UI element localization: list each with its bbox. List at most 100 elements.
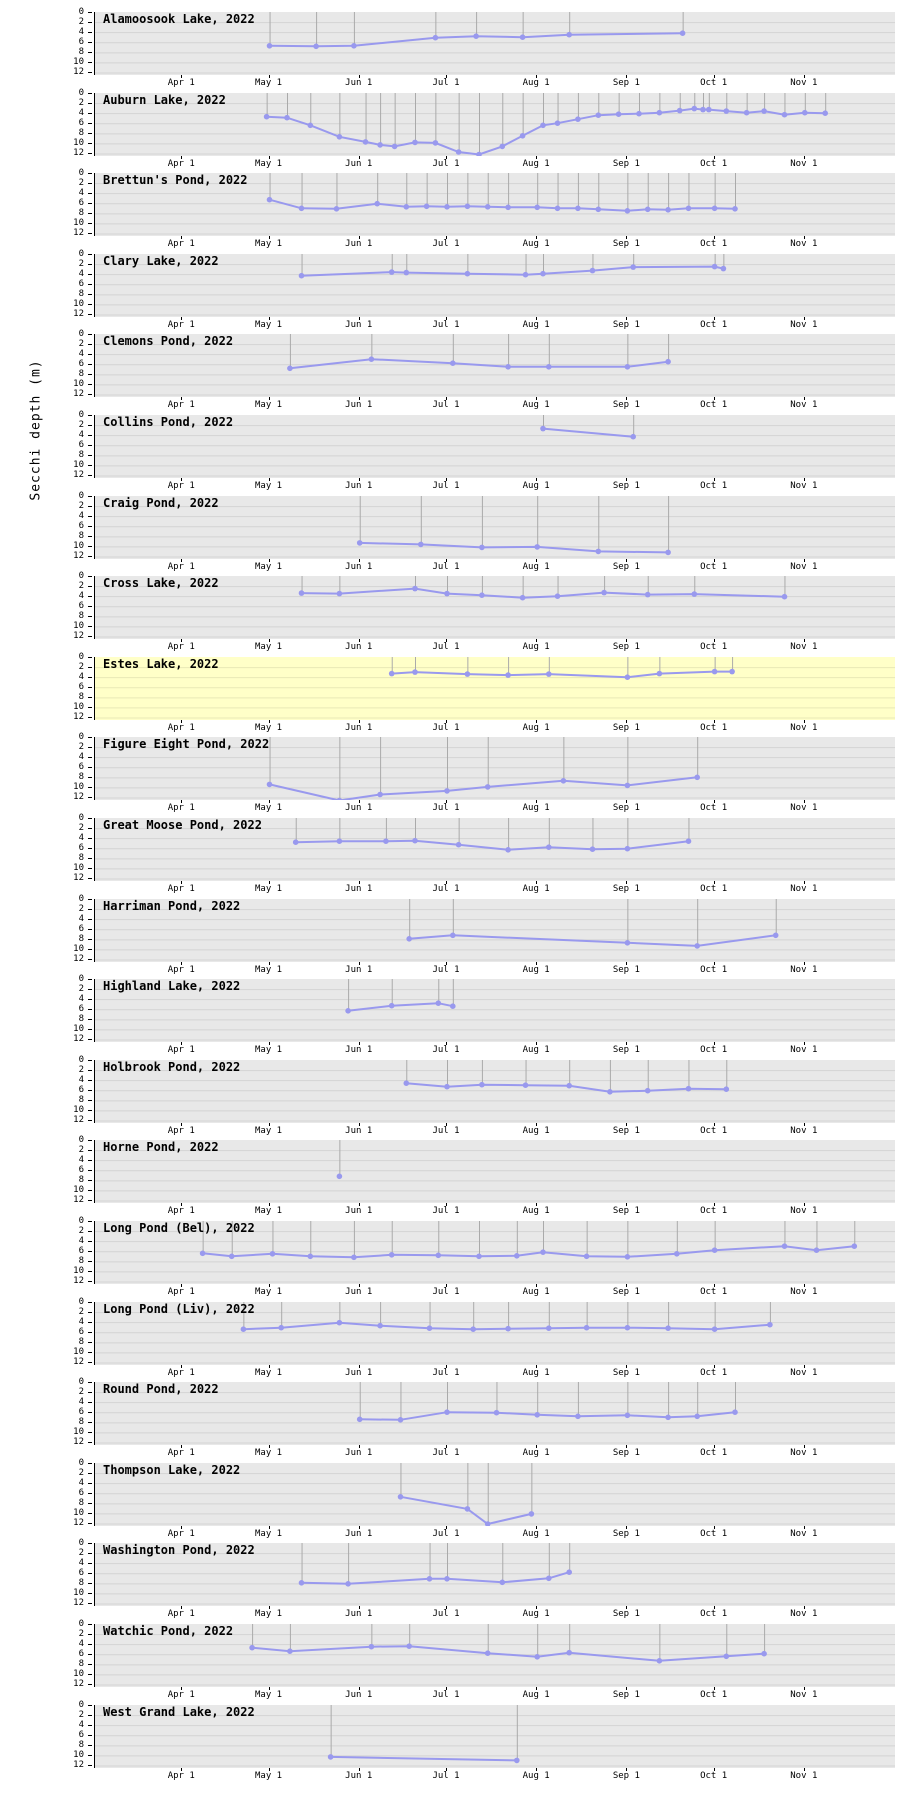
y-tick-mark (88, 475, 92, 477)
x-tick-mark (446, 236, 447, 239)
data-point (455, 149, 462, 155)
data-point (540, 270, 546, 277)
y-tick-mark (88, 113, 92, 115)
y-tick-mark (88, 415, 92, 416)
x-tick-label: Oct 1 (700, 1529, 728, 1539)
x-tick-label: Oct 1 (700, 159, 728, 169)
x-tick-mark (446, 1203, 447, 1206)
x-tick-label: Nov 1 (790, 1771, 818, 1781)
y-tick-label: 0 (78, 329, 84, 339)
y-tick-label: 10 (73, 138, 84, 149)
y-tick-mark (88, 1150, 92, 1152)
y-tick-mark (88, 1634, 92, 1636)
x-tick-mark (626, 1445, 628, 1448)
y-tick-mark (88, 1684, 92, 1686)
y-tick-mark (88, 334, 92, 335)
y-tick-label: 0 (78, 1458, 84, 1468)
y-tick-mark (88, 233, 92, 235)
x-tick-label: Aug 1 (522, 884, 550, 894)
y-tick-mark (88, 657, 92, 658)
x-tick-label: Jun 1 (345, 78, 373, 88)
data-point (720, 265, 727, 272)
y-tick-label: 12 (73, 1598, 84, 1609)
data-point (464, 270, 471, 277)
data-line (359, 1411, 736, 1421)
y-tick-mark (88, 1392, 92, 1394)
data-point (298, 205, 305, 212)
data-point (554, 120, 561, 126)
x-tick-label: Oct 1 (700, 562, 728, 572)
y-tick-mark (88, 1442, 92, 1444)
y-tick-label: 0 (78, 7, 84, 17)
y-tick-mark (88, 1312, 92, 1314)
data-point (450, 360, 456, 366)
y-tick-label: 8 (78, 1740, 84, 1751)
plot-svg (95, 899, 895, 961)
data-point (249, 1644, 255, 1651)
x-tick-label: May 1 (254, 1690, 283, 1700)
y-tick-mark (88, 425, 92, 427)
x-tick-mark (358, 236, 360, 239)
x-tick-label: Aug 1 (522, 320, 550, 330)
panel-holbrook-pond-2022: Holbrook Pond, 2022 0 2 4 6 8 10 12 Apr 1 May 1 Ju… (73, 1056, 895, 1139)
plot-area (94, 1705, 895, 1768)
y-tick-label: 12 (73, 1437, 84, 1448)
x-tick-mark (181, 1365, 183, 1368)
data-point (772, 932, 779, 939)
x-tick-label: Oct 1 (700, 884, 728, 894)
x-tick-mark (268, 1526, 270, 1529)
data-point (388, 269, 395, 275)
panel-long-pond-liv-2022: Long Pond (Liv), 2022 0 2 4 6 8 10 12 Apr 1 May 1… (73, 1298, 895, 1381)
data-point (624, 940, 631, 946)
y-tick-mark (88, 123, 92, 125)
x-tick-mark (446, 317, 447, 320)
data-point (336, 1319, 343, 1326)
y-tick-mark (88, 1664, 92, 1666)
data-point (444, 1083, 450, 1090)
plot-area (94, 1543, 895, 1606)
y-tick-label: 10 (73, 57, 84, 68)
x-tick-mark (268, 478, 270, 481)
panel-auburn-lake-2022: Auburn Lake, 2022 0 2 4 6 8 10 12 Apr 1 May 1 Jun … (73, 89, 895, 172)
y-tick-label: 8 (78, 1175, 84, 1186)
data-point (266, 781, 273, 788)
x-tick-label: Oct 1 (700, 400, 728, 410)
x-tick-label: Jul 1 (432, 400, 460, 410)
x-tick-label: May 1 (254, 1529, 283, 1539)
data-point (444, 590, 450, 597)
y-tick-label: 8 (78, 1659, 84, 1670)
panel-title: Holbrook Pond, 2022 (103, 1060, 241, 1074)
x-tick-mark (358, 75, 360, 78)
y-tick-mark (88, 858, 92, 860)
y-tick-label: 12 (73, 148, 84, 159)
y-tick-label: 4 (78, 914, 84, 925)
x-tick-mark (446, 478, 447, 481)
x-tick-label: Jul 1 (432, 159, 460, 169)
y-tick-label: 10 (73, 379, 84, 390)
plot-svg (95, 415, 895, 477)
x-tick-label: Jun 1 (345, 642, 373, 652)
plot-area (94, 1140, 895, 1203)
data-point (656, 109, 663, 116)
y-tick-mark (88, 1402, 92, 1404)
x-tick-label: Nov 1 (790, 1609, 818, 1619)
x-tick-mark (803, 639, 805, 642)
y-tick-label: 10 (73, 1669, 84, 1680)
x-tick-mark (803, 559, 805, 562)
plot-area (94, 1060, 895, 1123)
x-tick-label: Jun 1 (345, 239, 373, 249)
x-tick-mark (626, 800, 628, 803)
data-point (199, 1250, 206, 1257)
x-tick-mark (626, 1284, 628, 1287)
x-tick-label: Oct 1 (700, 723, 728, 733)
y-tick-mark (88, 465, 92, 467)
x-tick-mark (446, 1042, 447, 1045)
x-tick-label: Sep 1 (612, 1529, 640, 1539)
x-tick-label: Sep 1 (612, 1206, 640, 1216)
x-tick-label: Jul 1 (432, 1609, 460, 1619)
x-tick-label: May 1 (254, 1126, 283, 1136)
x-tick-label: May 1 (254, 1287, 283, 1297)
x-tick-label: Sep 1 (612, 965, 640, 975)
y-tick-mark (88, 1231, 92, 1233)
x-tick-label: May 1 (254, 1771, 283, 1781)
